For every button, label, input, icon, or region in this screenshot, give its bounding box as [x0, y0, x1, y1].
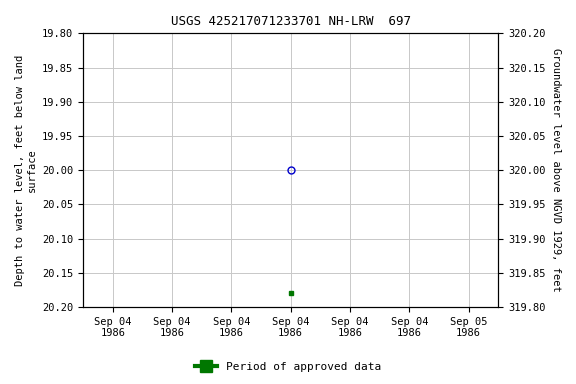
Title: USGS 425217071233701 NH-LRW  697: USGS 425217071233701 NH-LRW 697: [170, 15, 411, 28]
Y-axis label: Depth to water level, feet below land
surface: Depth to water level, feet below land su…: [15, 55, 37, 286]
Y-axis label: Groundwater level above NGVD 1929, feet: Groundwater level above NGVD 1929, feet: [551, 48, 561, 292]
Legend: Period of approved data: Period of approved data: [191, 358, 385, 377]
